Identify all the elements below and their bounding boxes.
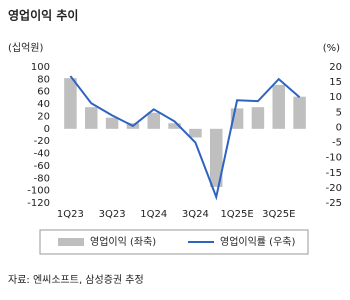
x-tick-label: 3Q23	[99, 209, 126, 220]
bar	[147, 112, 160, 129]
source-note: 자료: 엔씨소프트, 삼성증권 추정	[8, 274, 144, 286]
y-tick-label: -60	[34, 161, 50, 172]
legend-swatch	[58, 238, 84, 246]
y2-tick-label: 10	[329, 92, 342, 103]
bar	[293, 96, 306, 129]
y2-axis-label: (%)	[323, 43, 340, 54]
y-tick-label: 20	[37, 111, 50, 122]
bar	[105, 117, 119, 129]
y2-tick-label: 5	[336, 107, 342, 118]
y2-tick-label: -25	[326, 198, 342, 209]
bar	[210, 128, 223, 187]
legend-label: 영업이익 (좌축)	[90, 235, 156, 248]
y-tick-label: -100	[27, 186, 50, 197]
bar	[85, 107, 98, 129]
y2-tick-label: 0	[336, 122, 342, 133]
y-tick-label: -40	[34, 149, 50, 160]
y2-tick-label: 15	[329, 77, 342, 88]
bar	[168, 123, 181, 129]
bar	[189, 128, 202, 138]
y-tick-label: 60	[37, 87, 50, 98]
y2-tick-label: -5	[332, 138, 342, 149]
y-tick-label: -120	[27, 198, 50, 209]
y-tick-label: -20	[34, 136, 50, 147]
x-tick-label: 1Q23	[57, 209, 84, 220]
x-tick-label: 3Q24	[182, 209, 209, 220]
y-axis-label: (십억원)	[8, 42, 44, 54]
x-tick-label: 3Q25E	[262, 209, 295, 220]
x-tick-label: 1Q25E	[220, 209, 253, 220]
y-tick-label: -80	[34, 173, 50, 184]
y2-tick-label: -15	[326, 168, 342, 179]
y2-tick-label: 20	[329, 62, 342, 73]
legend-label: 영업이익률 (우축)	[220, 235, 295, 248]
bar	[251, 107, 265, 129]
y2-tick-label: -10	[326, 153, 342, 164]
bar	[64, 78, 77, 129]
line	[69, 75, 301, 201]
y-tick-label: 40	[37, 99, 50, 110]
y2-tick-label: -20	[326, 183, 342, 194]
legend-box	[39, 229, 309, 255]
chart-title: 영업이익 추이	[8, 8, 78, 23]
y-tick-label: 0	[44, 124, 50, 135]
bar	[272, 84, 285, 129]
y-tick-label: 80	[37, 74, 50, 85]
y-tick-label: 100	[31, 62, 50, 73]
x-tick-label: 1Q24	[140, 209, 167, 220]
